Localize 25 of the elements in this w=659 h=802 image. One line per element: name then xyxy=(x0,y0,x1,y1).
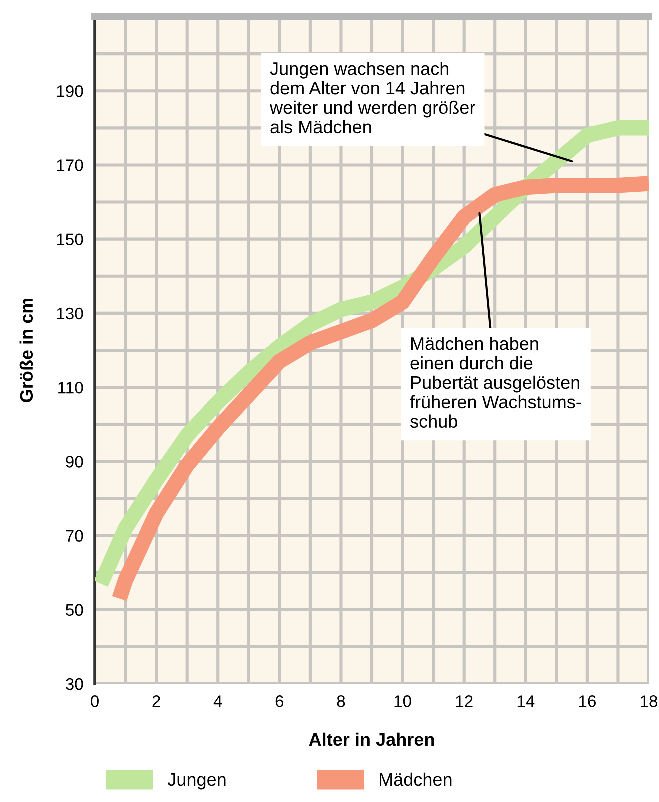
x-tick-label: 12 xyxy=(456,696,473,708)
y-tick-label: 110 xyxy=(58,382,84,394)
x-tick-label: 6 xyxy=(276,696,284,708)
x-axis-title: Alter in Jahren xyxy=(309,732,434,746)
y-tick-label: 150 xyxy=(57,234,84,246)
y-tick-label: 130 xyxy=(57,308,84,320)
annotation: Mädchen haben einen durch die Pubertät ausgelösten früheren Wachstums- schub xyxy=(410,337,582,428)
y-tick-label: 90 xyxy=(66,456,84,468)
legend-label: Mädchen xyxy=(380,772,452,786)
y-tick-label: 190 xyxy=(57,86,84,98)
y-tick-label: 70 xyxy=(66,530,84,542)
x-tick-label: 2 xyxy=(152,696,160,708)
y-tick-label: 30 xyxy=(66,678,84,690)
x-tick-label: 18 xyxy=(641,696,658,708)
y-axis-title: Größe in cm xyxy=(20,298,34,402)
x-tick-label: 16 xyxy=(579,696,596,708)
x-tick-label: 4 xyxy=(214,696,222,708)
x-tick-label: 8 xyxy=(337,696,346,708)
legend-label: Jungen xyxy=(168,774,226,790)
x-tick-label: 0 xyxy=(91,696,99,708)
x-tick-label: 14 xyxy=(518,696,535,708)
x-tick-label: 10 xyxy=(394,696,412,708)
y-tick-label: 50 xyxy=(66,604,84,616)
annotation: Jungen wachsen nach dem Alter von 14 Jahren weiter und werden größer als Mädchen xyxy=(270,62,476,134)
y-tick-label: 170 xyxy=(57,160,84,172)
